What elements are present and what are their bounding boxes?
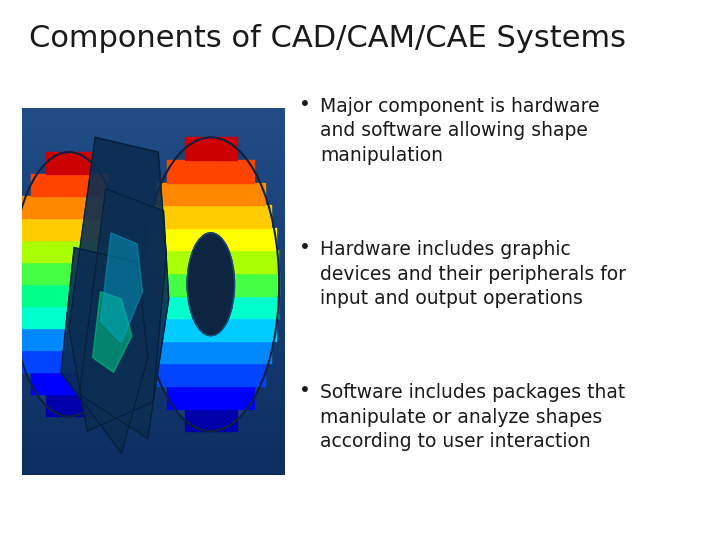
Bar [13,306,125,328]
Bar [17,218,122,240]
Bar [167,386,254,409]
Bar [12,284,127,306]
Bar [22,350,116,373]
Text: •: • [299,238,310,256]
Ellipse shape [143,137,279,431]
Text: Components of CAD/CAM/CAE Systems: Components of CAD/CAM/CAE Systems [29,24,626,53]
Bar [184,409,237,431]
Polygon shape [69,137,166,431]
Bar [31,174,107,196]
Bar [46,394,92,416]
Bar [146,318,276,341]
Polygon shape [93,292,132,373]
Bar [167,160,254,183]
Bar [157,183,265,205]
Polygon shape [101,233,143,343]
Polygon shape [79,189,168,438]
Text: Major component is hardware
and software allowing shape
manipulation: Major component is hardware and software… [320,97,600,165]
Bar [157,363,265,386]
Bar [150,341,271,363]
Bar [150,205,271,228]
Bar [31,373,107,394]
Bar [184,137,237,160]
Bar [146,228,276,251]
Bar [46,152,92,174]
Ellipse shape [11,152,127,416]
Text: •: • [299,381,310,400]
Text: Hardware includes graphic
devices and their peripherals for
input and output ope: Hardware includes graphic devices and th… [320,240,626,308]
Polygon shape [61,247,148,453]
Ellipse shape [187,233,235,336]
Bar [12,262,127,284]
Text: •: • [299,94,310,113]
Bar [143,251,279,273]
Bar [143,295,279,318]
Text: Software includes packages that
manipulate or analyze shapes
according to user i: Software includes packages that manipula… [320,383,626,451]
Bar [13,240,125,262]
Bar [22,196,116,218]
Bar [143,273,279,295]
Bar [17,328,122,350]
